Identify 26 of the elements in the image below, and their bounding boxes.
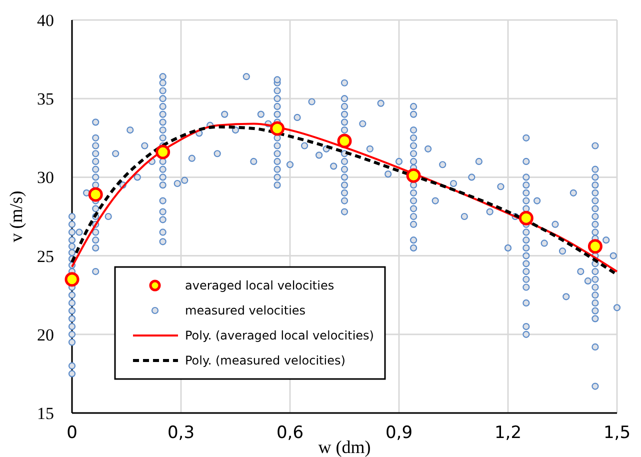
y-tick-label: 15 <box>37 404 54 423</box>
legend-label: Poly. (averaged local velocities) <box>185 328 374 343</box>
y-tick-label: 20 <box>37 325 54 344</box>
point <box>88 187 103 202</box>
point <box>270 121 285 136</box>
x-tick-label: 0,6 <box>276 423 304 443</box>
x-axis-title: w (dm) <box>318 437 371 457</box>
y-tick-label: 40 <box>37 10 54 30</box>
y-axis-title: v (m/s) <box>6 190 26 242</box>
y-tick-label: 35 <box>37 90 54 109</box>
y-tick-label: 25 <box>37 246 54 266</box>
point <box>337 134 352 148</box>
point <box>588 239 602 254</box>
x-tick-label: 1,5 <box>603 423 631 443</box>
point <box>406 168 421 183</box>
point <box>156 144 170 160</box>
legend-label: measured velocities <box>185 304 306 318</box>
y-tick-label: 30 <box>37 168 54 188</box>
x-tick-label: 0,9 <box>385 423 413 443</box>
legend-label: averaged local velocities <box>185 278 334 293</box>
x-tick-label: 0 <box>66 423 78 443</box>
x-tick-label: 0,3 <box>167 423 195 443</box>
legend-label: Poly. (measured velocities) <box>185 354 346 368</box>
x-tick-label: 1,2 <box>494 423 522 443</box>
point <box>518 210 534 226</box>
point <box>64 272 80 287</box>
